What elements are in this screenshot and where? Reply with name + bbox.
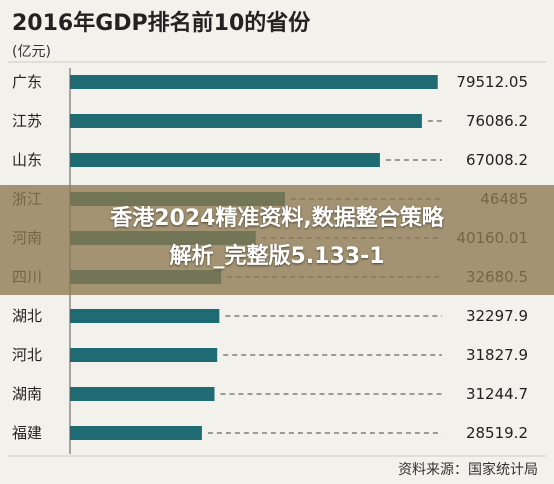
bar bbox=[70, 387, 215, 401]
bar bbox=[70, 309, 220, 323]
bar bbox=[70, 426, 202, 440]
watermark-text: 香港2024精准资料,数据整合策略 解析_完整版5.133-1 bbox=[0, 200, 554, 276]
category-label: 湖北 bbox=[12, 307, 42, 325]
bar bbox=[70, 75, 438, 89]
category-label: 福建 bbox=[12, 424, 42, 442]
value-label: 67008.2 bbox=[466, 151, 528, 169]
category-label: 湖南 bbox=[12, 385, 42, 403]
unit-label: (亿元) bbox=[12, 44, 51, 60]
category-label: 广东 bbox=[12, 73, 42, 91]
value-label: 32297.9 bbox=[466, 307, 528, 325]
watermark-line-2: 解析_完整版5.133-1 bbox=[169, 244, 385, 269]
category-label: 江苏 bbox=[12, 112, 42, 130]
value-label: 31827.9 bbox=[466, 346, 528, 364]
source-label: 资料来源：国家统计局 bbox=[398, 461, 538, 478]
watermark-banner bbox=[0, 185, 554, 295]
category-label: 山东 bbox=[12, 151, 42, 169]
bar bbox=[70, 153, 380, 167]
value-label: 76086.2 bbox=[466, 112, 528, 130]
bar bbox=[70, 114, 422, 128]
value-label: 28519.2 bbox=[466, 424, 528, 442]
chart-title: 2016年GDP排名前10的省份 bbox=[12, 10, 311, 36]
category-label: 河北 bbox=[12, 346, 42, 364]
bar bbox=[70, 348, 218, 362]
value-label: 79512.05 bbox=[456, 73, 528, 91]
value-label: 31244.7 bbox=[466, 385, 528, 403]
watermark-line-1: 香港2024精准资料,数据整合策略 bbox=[110, 206, 444, 231]
